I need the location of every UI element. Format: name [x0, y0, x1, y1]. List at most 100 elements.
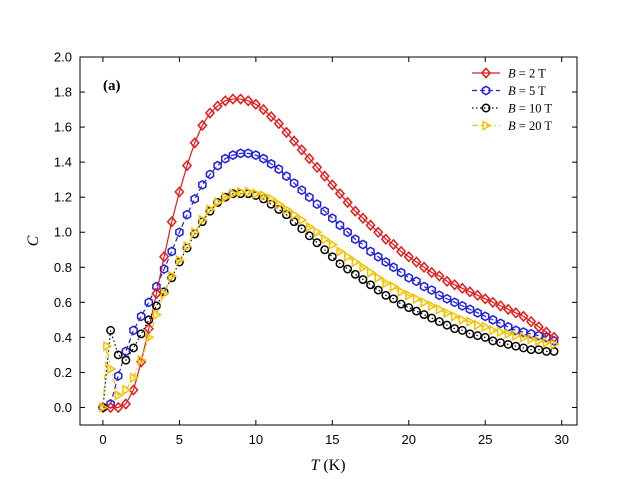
data-point [160, 288, 170, 299]
data-point [297, 185, 307, 196]
plot-frame [79, 56, 578, 426]
data-point [205, 169, 215, 180]
legend-label-value: = 20 T [516, 119, 553, 133]
data-point [366, 267, 377, 278]
data-point [388, 238, 399, 251]
data-point [335, 220, 345, 231]
data-point [419, 281, 429, 292]
x-axis-label-symbol: T [310, 457, 320, 474]
data-point [381, 257, 391, 267]
legend-marker [481, 103, 491, 113]
data-point [151, 287, 162, 300]
series-line [102, 152, 555, 409]
data-point [129, 325, 138, 336]
data-point [473, 319, 484, 331]
data-point [204, 107, 216, 119]
data-point [197, 119, 208, 132]
data-point [328, 239, 338, 250]
data-point [166, 215, 177, 228]
data-point [343, 227, 352, 238]
data-point [121, 346, 131, 357]
data-point [512, 330, 522, 342]
y-tick-label: 1.8 [54, 85, 72, 100]
data-point [480, 293, 491, 305]
data-point [465, 304, 475, 315]
data-point [373, 226, 384, 238]
data-point [488, 314, 498, 325]
data-point [235, 93, 246, 105]
data-point [290, 209, 300, 221]
x-tick-label: 25 [478, 432, 492, 447]
data-point [144, 315, 154, 325]
data-point [435, 290, 444, 301]
data-point [103, 340, 113, 352]
data-point [120, 398, 131, 410]
data-point [313, 226, 323, 238]
data-point [251, 150, 261, 161]
data-point [336, 246, 346, 257]
data-point [159, 251, 170, 263]
data-point [289, 178, 299, 189]
data-point [350, 205, 361, 217]
y-tick-label: 1.0 [54, 225, 72, 240]
y-axis-label: C [25, 235, 42, 246]
data-point [275, 198, 285, 210]
data-point [136, 329, 146, 339]
data-point [243, 95, 254, 107]
data-point [382, 277, 392, 289]
data-point [458, 314, 468, 326]
x-tick-label: 10 [249, 432, 263, 447]
data-point [206, 204, 216, 215]
data-point [137, 354, 147, 366]
data-point [542, 332, 551, 343]
y-tick-label: 0.4 [54, 330, 72, 345]
data-point [542, 337, 552, 349]
data-point [442, 293, 452, 304]
data-point [122, 384, 132, 396]
data-point [450, 297, 459, 308]
data-point [366, 246, 375, 257]
data-point [189, 137, 200, 149]
data-point [297, 224, 307, 234]
data-point [296, 144, 307, 156]
legend-entry-0: B = 2 T [472, 66, 546, 80]
data-point [419, 310, 429, 320]
data-point [435, 303, 445, 315]
data-point [519, 327, 528, 338]
legend-label-value: = 2 T [516, 66, 546, 80]
data-point [389, 262, 398, 273]
y-tick-label: 0.2 [54, 365, 72, 380]
data-point [396, 299, 406, 309]
data-point [396, 267, 406, 278]
data-point [527, 333, 537, 345]
data-point [464, 286, 476, 298]
data-point [152, 309, 163, 321]
series-line [102, 191, 555, 408]
y-tick-label: 2.0 [54, 50, 72, 65]
series-line [102, 98, 555, 409]
data-point [304, 231, 314, 241]
series-line [102, 193, 555, 408]
data-point [404, 272, 414, 283]
legend-marker [482, 120, 492, 131]
data-point [145, 331, 155, 343]
data-point [227, 93, 239, 105]
data-point [106, 325, 116, 335]
data-point [389, 281, 400, 292]
data-point [343, 264, 353, 274]
data-point [380, 233, 391, 245]
data-point [312, 238, 322, 248]
data-point [496, 326, 507, 338]
data-point [458, 300, 467, 311]
data-point [397, 286, 407, 298]
data-point [535, 335, 545, 347]
data-point [389, 294, 398, 304]
data-point [473, 307, 482, 318]
data-point [495, 300, 506, 312]
x-tick-label: 5 [176, 432, 183, 447]
data-point [427, 285, 437, 296]
series-1 [98, 148, 559, 413]
data-point [412, 276, 421, 287]
data-point [121, 355, 131, 365]
data-point [466, 316, 476, 328]
